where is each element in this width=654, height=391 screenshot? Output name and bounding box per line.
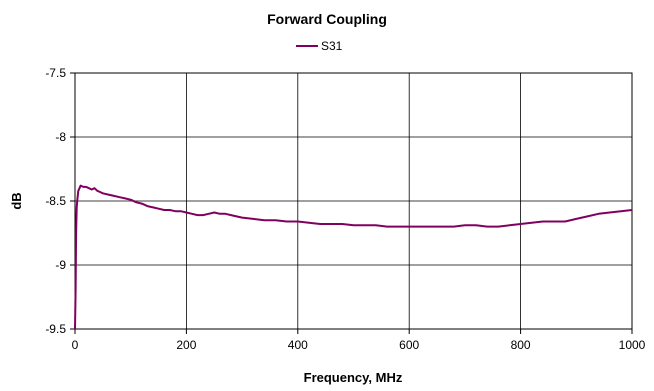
legend-label: S31	[321, 39, 343, 53]
tick-labels: -7.5 -8 -8.5 -9 -9.5 0 200 400 600 800 1000	[45, 66, 645, 352]
x-axis-label: Frequency, MHz	[304, 370, 403, 385]
gridlines	[70, 72, 633, 334]
x-tick-label: 600	[399, 338, 419, 352]
legend: S31	[296, 39, 343, 53]
series-layer	[74, 184, 633, 330]
x-tick-label: 800	[511, 338, 531, 352]
x-tick-label: 1000	[619, 338, 646, 352]
y-tick-label: -8.5	[45, 194, 66, 208]
series-line-s31	[74, 184, 633, 330]
x-tick-label: 200	[176, 338, 196, 352]
x-tick-label: 400	[288, 338, 308, 352]
y-tick-label: -9	[55, 258, 66, 272]
y-tick-label: -9.5	[45, 322, 66, 336]
x-tick-label: 0	[72, 338, 79, 352]
y-axis-label: dB	[9, 192, 24, 209]
y-tick-label: -8	[55, 130, 66, 144]
y-tick-label: -7.5	[45, 66, 66, 80]
chart-title: Forward Coupling	[267, 11, 387, 27]
